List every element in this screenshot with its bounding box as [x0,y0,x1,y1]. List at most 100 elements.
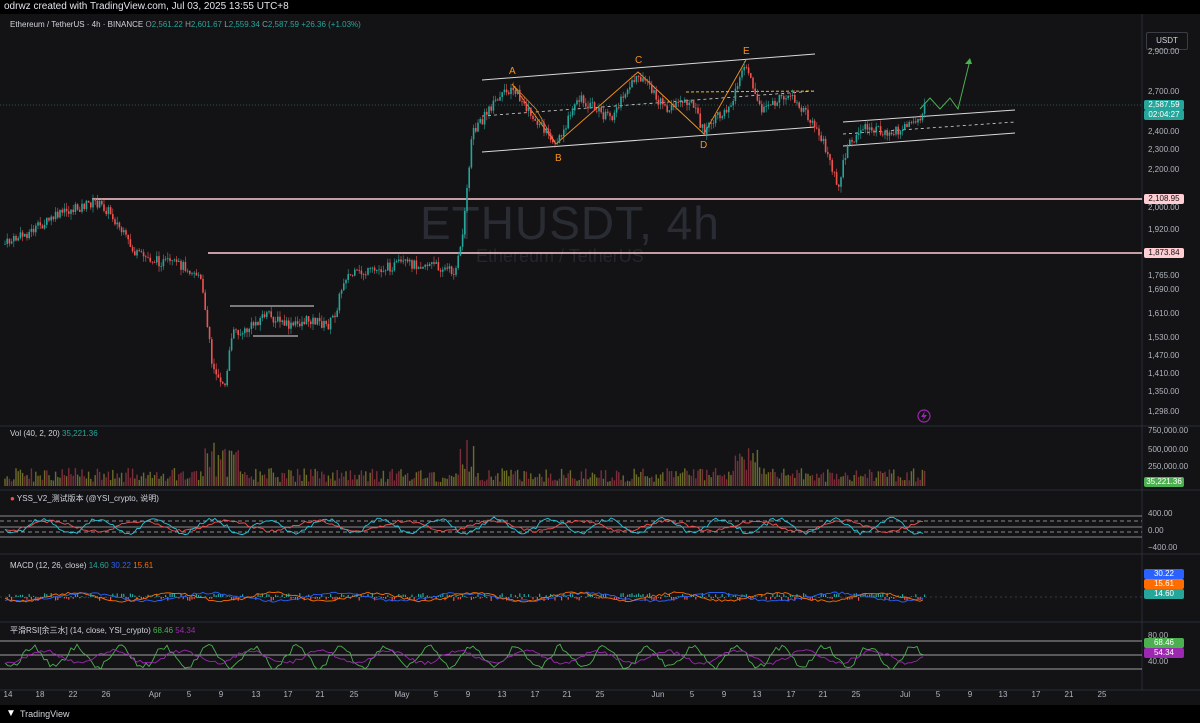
volume-bar [679,473,682,486]
macd-histogram-bar [479,597,481,599]
volume-bar [675,471,677,486]
candle-body [525,103,528,112]
volume-legend[interactable]: Vol (40, 2, 20) 35,221.36 [10,429,98,438]
candle-body [739,77,741,87]
candle-body [255,321,257,326]
candle-body [90,202,92,208]
candle-body [761,104,763,113]
candle-body [505,89,508,93]
volume-bar [398,471,400,486]
candle-body [303,321,305,325]
macd-histogram-bar [598,597,600,599]
macd-histogram-bar [22,594,24,597]
candle-body [593,102,596,111]
candle-body [272,316,275,323]
candle-body [615,107,618,113]
volume-bar [415,472,418,486]
macd-histogram-bar [924,594,926,597]
candle-body [613,112,616,121]
volume-bar [312,476,314,486]
lightning-icon [917,409,931,423]
candle-body [103,204,105,211]
volume-bar [270,468,272,486]
candle-body [816,127,818,129]
macd-histogram-bar [473,597,475,599]
volume-bar [747,448,750,486]
macd-histogram-bar [871,593,873,597]
candle-body [428,263,431,267]
volume-bar [668,471,671,486]
macd-histogram-bar [336,597,338,600]
price-axis-label: 1,410.00 [1148,369,1180,378]
macd-histogram-bar [446,594,448,597]
candle-body [754,88,756,94]
open-value: 2,561.22 [151,20,183,29]
candle-body [681,101,684,103]
volume-bar [46,470,48,486]
candle-body [789,95,792,97]
macd-histogram-bar [270,597,272,601]
price-axis-label: 2,700.00 [1148,87,1180,96]
volume-bar [873,480,875,486]
candle-body [131,246,134,252]
macd-histogram-bar [884,597,886,600]
macd-histogram-bar [580,596,582,597]
symbol-legend[interactable]: Ethereum / TetherUS · 4h · BINANCE O2,56… [10,20,361,29]
macd-histogram-bar [761,594,763,597]
candle-body [444,267,446,270]
macd-histogram-bar [528,594,530,597]
volume-bar [741,456,743,486]
chart-area[interactable]: ETHUSDT, 4h Ethereum / TetherUS [0,14,1200,705]
candle-body [98,200,101,208]
macd-histogram-bar [457,597,459,600]
yss-legend[interactable]: ● YSS_V2_测试版本 (@YSI_crypto, 说明) [10,494,159,503]
macd-histogram-bar [717,597,719,599]
macd-histogram-bar [572,594,574,597]
volume-bar [274,477,277,486]
volume-bar [345,471,347,486]
candle-body [365,274,367,276]
volume-axis-750k: 750,000.00 [1148,426,1189,435]
volume-bar [794,477,796,486]
macd-histogram-bar [204,596,206,597]
volume-bar [13,479,15,486]
macd-histogram-bar [275,594,277,597]
time-axis-label: 22 [68,690,78,699]
candle-body [666,105,668,112]
rsi-legend[interactable]: 平滑RSI[余三水] (14, close, YSI_crypto) 68.46… [10,626,196,635]
candle-body [279,316,281,322]
candle-body [877,126,880,127]
candle-body [514,90,517,94]
macd-histogram-bar [668,594,670,597]
candle-body [849,139,851,145]
volume-bar [433,472,435,486]
price-chart[interactable]: A B C D E [0,14,1200,705]
candle-body [717,112,719,115]
volume-bar [769,472,772,486]
candle-body [30,228,33,232]
macd-histogram-bar [297,597,299,601]
volume-bar [827,469,829,486]
volume-bar [470,466,473,486]
candle-body [864,124,866,130]
candle-body [338,293,341,311]
candle-body [574,104,576,111]
macd-histogram-bar [772,593,774,597]
volume-bar [871,472,873,486]
yss-axis-0: 0.00 [1148,526,1164,535]
time-axis-label: 18 [35,690,45,699]
macd-histogram-bar [389,597,391,598]
candle-body [85,200,88,210]
candle-body [356,269,358,271]
volume-bar [68,468,70,486]
macd-histogram-bar [33,595,35,597]
volume-bar [897,476,899,486]
candle-body [79,209,81,212]
price-axis-label: 2,400.00 [1148,127,1180,136]
macd-legend[interactable]: MACD (12, 26, close) 14.60 30.22 15.61 [10,561,154,570]
volume-bar [714,468,717,486]
candle-body [609,112,611,117]
currency-button[interactable]: USDT [1146,32,1188,50]
volume-bar [197,479,200,486]
candle-body [358,270,360,271]
